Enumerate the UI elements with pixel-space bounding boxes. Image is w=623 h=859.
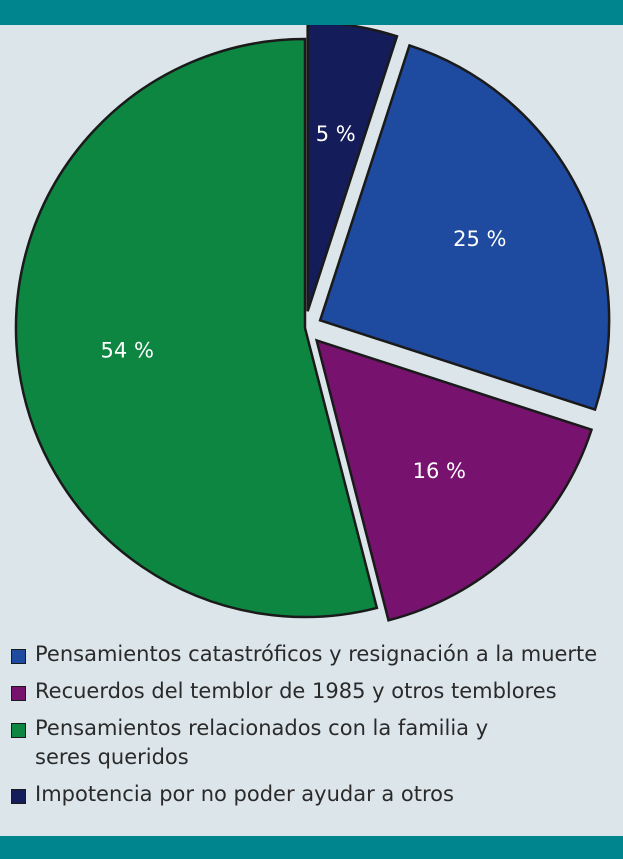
- legend-swatch: [11, 723, 26, 738]
- legend-label: Recuerdos del temblor de 1985 y otros te…: [35, 679, 557, 703]
- pie-slice-labels: 5 % 25 % 16 % 54 %: [101, 122, 507, 483]
- legend-label: Pensamientos catastróficos y resignación…: [35, 642, 598, 666]
- slice-value-label: 54 %: [101, 338, 154, 362]
- legend-swatch: [11, 789, 26, 804]
- slice-value-label: 5 %: [316, 122, 356, 146]
- pie-slice: [318, 43, 611, 412]
- legend-item-family: Pensamientos relacionados con la familia…: [11, 714, 611, 772]
- pie-chart: 5 % 25 % 16 % 54 %: [14, 25, 611, 622]
- legend-swatch: [11, 686, 26, 701]
- legend-item-catastrophic: Pensamientos catastróficos y resignación…: [11, 640, 611, 669]
- bottom-band: [0, 836, 623, 859]
- legend-label: Pensamientos relacionados con la familia…: [35, 716, 489, 769]
- pie-slices: [14, 25, 611, 622]
- pie-slice: [306, 25, 399, 312]
- slice-value-label: 16 %: [413, 459, 466, 483]
- pie-slice: [14, 37, 379, 619]
- legend-item-memories: Recuerdos del temblor de 1985 y otros te…: [11, 677, 611, 706]
- chart-legend: Pensamientos catastróficos y resignación…: [11, 640, 611, 817]
- legend-label: Impotencia por no poder ayudar a otros: [35, 782, 454, 806]
- legend-item-helplessness: Impotencia por no poder ayudar a otros: [11, 780, 611, 809]
- legend-swatch: [11, 649, 26, 664]
- top-band: [0, 0, 623, 25]
- pie-slice: [314, 338, 594, 622]
- slice-value-label: 25 %: [453, 227, 506, 251]
